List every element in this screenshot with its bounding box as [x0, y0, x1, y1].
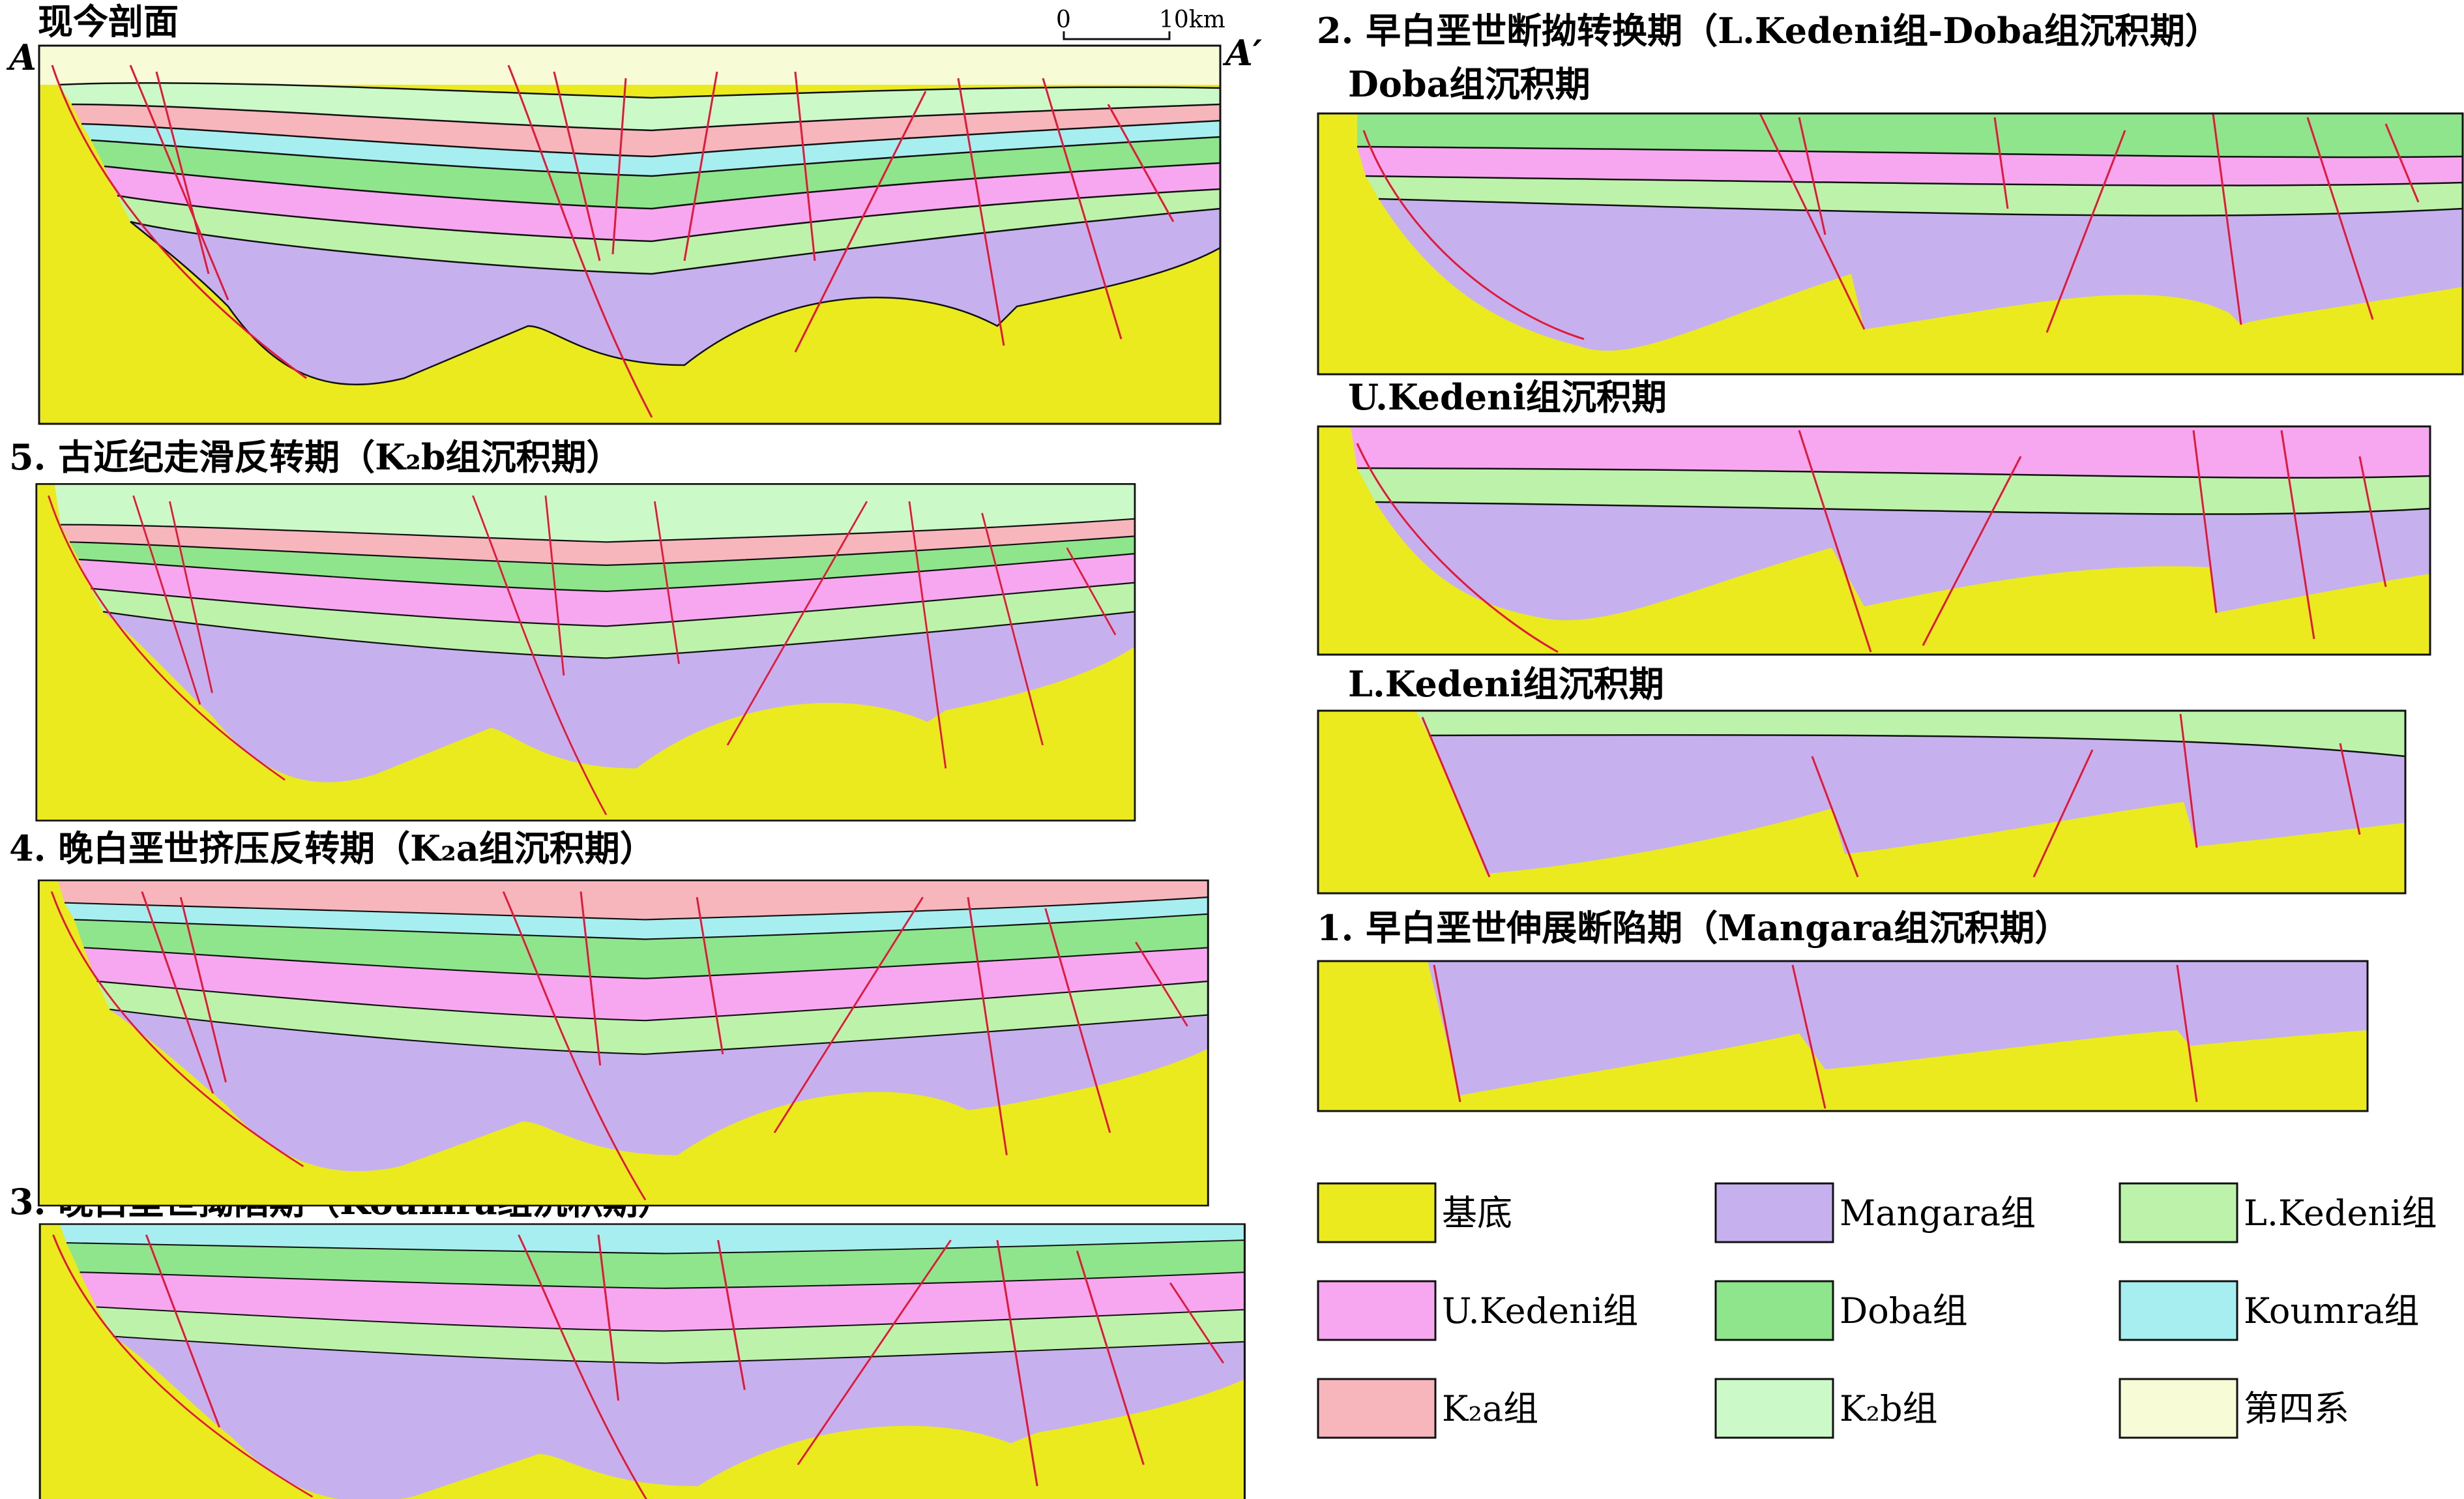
panel-4-title: 4. 晚白垩世挤压反转期（K₂a组沉积期）: [9, 827, 655, 869]
legend-label: 基底: [1442, 1193, 1512, 1234]
panel-3-section: [38, 1223, 1246, 1499]
present-lkedeni: [117, 189, 1220, 274]
present-mangara: [130, 209, 1220, 385]
present-section-title: 现今剖面: [38, 1, 179, 42]
legend-label: Koumra组: [2244, 1290, 2419, 1331]
l-kedeni-swatch: [2119, 1182, 2238, 1243]
panel-1-section: [1317, 960, 2369, 1112]
present-quaternary: [39, 46, 1220, 85]
scale-bar-max: 10km: [1159, 7, 1225, 33]
scale-bar: [1063, 31, 1171, 40]
legend-label: K₂a组: [1442, 1388, 1538, 1429]
present-k2b: [59, 83, 1220, 130]
legend-label: K₂b组: [1840, 1388, 1938, 1429]
k2a-swatch: [1317, 1378, 1437, 1439]
legend-label: L.Kedeni组: [2244, 1193, 2437, 1234]
koumra-swatch: [2119, 1280, 2238, 1341]
u-kedeni-swatch: [1317, 1280, 1437, 1341]
present-koumra: [81, 121, 1220, 176]
panel-2-ukedeni-section: [1317, 425, 2431, 656]
present-section: [38, 44, 1222, 425]
legend: 基底 Mangara组 L.Kedeni组 U.Kedeni组 Doba组 Koumra组…: [1317, 1182, 2437, 1439]
scale-bar-zero: 0: [1056, 7, 1071, 33]
panel-1-title: 1. 早白垩世伸展断陷期（Mangara组沉积期）: [1317, 907, 2070, 949]
panel-2-lkedeni-subtitle: L.Kedeni组沉积期: [1348, 663, 1664, 705]
panel-5-title: 5. 古近纪走滑反转期（K₂b组沉积期）: [9, 436, 622, 478]
quaternary-swatch: [2119, 1378, 2238, 1439]
panel-2-title: 2. 早白垩世断拗转换期（L.Kedeni组-Doba组沉积期）: [1317, 10, 2220, 52]
mangara-swatch: [1714, 1182, 1834, 1243]
legend-label: 第四系: [2244, 1388, 2349, 1429]
panel-4-section: [37, 879, 1209, 1207]
legend-label: Mangara组: [1840, 1193, 2036, 1234]
panel-2-doba-section: [1317, 112, 2464, 376]
present-fault-1: [51, 65, 307, 379]
section-label-a: A: [6, 37, 37, 78]
section-label-a-prime: A′: [1222, 32, 1262, 74]
panel-5-section: [35, 482, 1136, 822]
legend-label: Doba组: [1840, 1290, 1968, 1331]
panel-2-doba-subtitle: Doba组沉积期: [1348, 63, 1591, 105]
present-ukedeni: [104, 163, 1220, 241]
doba-swatch: [1714, 1280, 1834, 1341]
panel-2-ukedeni-subtitle: U.Kedeni组沉积期: [1348, 376, 1667, 418]
basement-swatch: [1317, 1182, 1437, 1243]
k2b-swatch: [1714, 1378, 1834, 1439]
present-frame: [38, 44, 1222, 425]
panel-2-lkedeni-section: [1317, 709, 2407, 895]
legend-label: U.Kedeni组: [1442, 1290, 1638, 1331]
